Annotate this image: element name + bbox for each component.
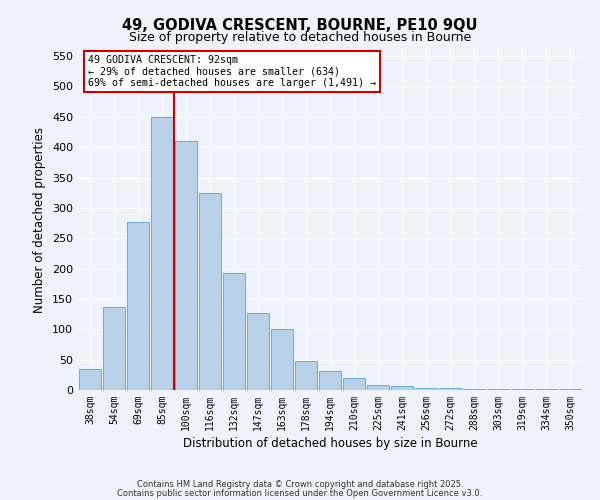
Bar [151, 117, 173, 390]
Bar [295, 362, 317, 390]
Text: 49 GODIVA CRESCENT: 92sqm
← 29% of detached houses are smaller (634)
69% of semi: 49 GODIVA CRESCENT: 92sqm ← 29% of detac… [88, 55, 376, 88]
Bar [463, 389, 485, 390]
Bar [103, 307, 125, 390]
Bar [175, 141, 197, 390]
Bar [271, 328, 293, 390]
Text: Size of property relative to detached houses in Bourne: Size of property relative to detached ho… [129, 31, 471, 44]
Bar [343, 378, 365, 390]
Bar [127, 222, 149, 390]
Bar [223, 274, 245, 390]
Y-axis label: Number of detached properties: Number of detached properties [34, 127, 46, 313]
Bar [439, 388, 461, 390]
Bar [79, 369, 101, 390]
Bar [391, 386, 413, 390]
Bar [415, 388, 437, 390]
Bar [319, 370, 341, 390]
Bar [199, 192, 221, 390]
Text: Contains HM Land Registry data © Crown copyright and database right 2025.: Contains HM Land Registry data © Crown c… [137, 480, 463, 489]
Bar [559, 389, 581, 390]
X-axis label: Distribution of detached houses by size in Bourne: Distribution of detached houses by size … [182, 437, 478, 450]
Bar [367, 385, 389, 390]
Text: 49, GODIVA CRESCENT, BOURNE, PE10 9QU: 49, GODIVA CRESCENT, BOURNE, PE10 9QU [122, 18, 478, 32]
Bar [487, 389, 509, 390]
Text: Contains public sector information licensed under the Open Government Licence v3: Contains public sector information licen… [118, 488, 482, 498]
Bar [247, 313, 269, 390]
